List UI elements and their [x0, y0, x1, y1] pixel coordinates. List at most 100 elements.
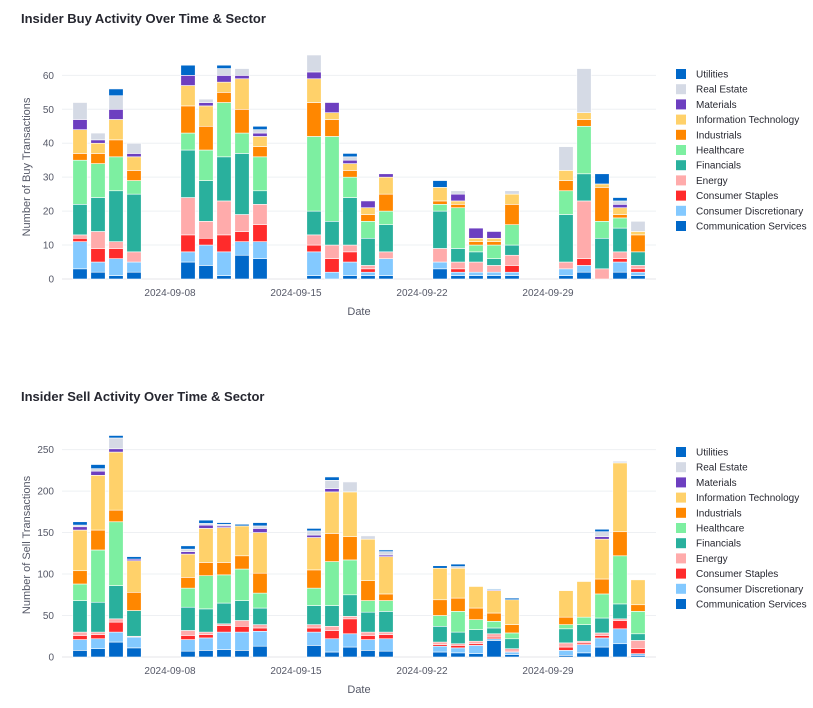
bar-energy[interactable]	[504, 254, 520, 266]
bar-utilities[interactable]	[432, 565, 448, 569]
bar-financials[interactable]	[630, 633, 646, 641]
bar-financials[interactable]	[468, 251, 484, 263]
bar-consumer-discretionary[interactable]	[180, 251, 196, 263]
bar-information-technology[interactable]	[360, 538, 376, 581]
bar-utilities[interactable]	[378, 549, 394, 552]
bar-materials[interactable]	[180, 551, 196, 555]
bar-consumer-staples[interactable]	[234, 626, 250, 633]
bar-consumer-staples[interactable]	[612, 258, 628, 263]
bar-industrials[interactable]	[630, 234, 646, 253]
bar-communication-services[interactable]	[468, 653, 484, 658]
bar-consumer-discretionary[interactable]	[378, 638, 394, 652]
bar-industrials[interactable]	[594, 187, 610, 222]
bar-information-technology[interactable]	[234, 78, 250, 110]
bar-healthcare[interactable]	[360, 600, 376, 613]
bar-consumer-discretionary[interactable]	[558, 650, 574, 656]
bar-consumer-staples[interactable]	[252, 627, 268, 632]
bar-communication-services[interactable]	[180, 650, 196, 658]
legend-swatch-industrials[interactable]	[676, 507, 686, 518]
bar-materials[interactable]	[108, 109, 124, 120]
bar-industrials[interactable]	[504, 204, 520, 225]
bar-industrials[interactable]	[486, 241, 502, 246]
bar-financials[interactable]	[360, 611, 376, 633]
bar-healthcare[interactable]	[342, 559, 358, 596]
legend-swatch-information-technology[interactable]	[676, 114, 686, 125]
bar-healthcare[interactable]	[306, 136, 322, 212]
bar-industrials[interactable]	[432, 599, 448, 616]
bar-materials[interactable]	[594, 536, 610, 540]
bar-energy[interactable]	[594, 268, 610, 280]
bar-consumer-discretionary[interactable]	[432, 261, 448, 270]
bar-consumer-discretionary[interactable]	[450, 271, 466, 276]
bar-energy[interactable]	[198, 221, 214, 239]
legend-swatch-utilities[interactable]	[676, 69, 686, 79]
bar-materials[interactable]	[360, 200, 376, 209]
bar-utilities[interactable]	[612, 197, 628, 202]
bar-energy[interactable]	[306, 234, 322, 246]
bar-financials[interactable]	[216, 602, 232, 625]
bar-information-technology[interactable]	[198, 105, 214, 127]
bar-consumer-staples[interactable]	[180, 234, 196, 253]
bar-energy[interactable]	[558, 261, 574, 270]
bar-financials[interactable]	[234, 600, 250, 621]
bar-information-technology[interactable]	[486, 590, 502, 614]
bar-financials[interactable]	[576, 624, 592, 642]
bar-industrials[interactable]	[504, 624, 520, 634]
bar-financials[interactable]	[72, 600, 88, 633]
bar-consumer-staples[interactable]	[630, 268, 646, 273]
bar-financials[interactable]	[108, 585, 124, 620]
bar-healthcare[interactable]	[216, 102, 232, 158]
bar-healthcare[interactable]	[72, 159, 88, 205]
bar-real-estate[interactable]	[72, 102, 88, 120]
bar-energy[interactable]	[216, 200, 232, 236]
legend-swatch-energy[interactable]	[676, 553, 686, 564]
bar-industrials[interactable]	[90, 153, 106, 164]
bar-consumer-discretionary[interactable]	[198, 637, 214, 651]
bar-communication-services[interactable]	[450, 275, 466, 280]
bar-consumer-discretionary[interactable]	[486, 271, 502, 276]
bar-consumer-staples[interactable]	[90, 634, 106, 640]
bar-information-technology[interactable]	[450, 567, 466, 599]
bar-consumer-staples[interactable]	[234, 231, 250, 242]
bar-utilities[interactable]	[216, 64, 232, 69]
bar-information-technology[interactable]	[198, 528, 214, 563]
bar-energy[interactable]	[72, 234, 88, 239]
bar-consumer-staples[interactable]	[198, 634, 214, 639]
bar-industrials[interactable]	[450, 204, 466, 209]
bar-industrials[interactable]	[72, 570, 88, 585]
bar-utilities[interactable]	[432, 180, 448, 188]
bar-consumer-staples[interactable]	[450, 268, 466, 273]
bar-real-estate[interactable]	[90, 132, 106, 141]
bar-industrials[interactable]	[216, 562, 232, 576]
bar-communication-services[interactable]	[216, 649, 232, 658]
bar-industrials[interactable]	[558, 180, 574, 192]
bar-financials[interactable]	[432, 626, 448, 643]
bar-energy[interactable]	[342, 244, 358, 253]
bar-materials[interactable]	[252, 132, 268, 137]
bar-real-estate[interactable]	[630, 221, 646, 232]
bar-financials[interactable]	[594, 617, 610, 634]
bar-consumer-staples[interactable]	[576, 258, 592, 266]
bar-consumer-staples[interactable]	[72, 635, 88, 640]
bar-materials[interactable]	[180, 75, 196, 86]
bar-materials[interactable]	[72, 526, 88, 531]
bar-financials[interactable]	[342, 594, 358, 617]
bar-financials[interactable]	[594, 237, 610, 270]
legend-label-consumer-staples[interactable]: Consumer Staples	[696, 569, 778, 580]
bar-industrials[interactable]	[234, 109, 250, 134]
bar-consumer-discretionary[interactable]	[180, 639, 196, 652]
bar-communication-services[interactable]	[504, 654, 520, 658]
bar-industrials[interactable]	[468, 607, 484, 620]
bar-healthcare[interactable]	[90, 163, 106, 198]
bar-financials[interactable]	[252, 190, 268, 205]
bar-information-technology[interactable]	[630, 231, 646, 236]
legend-label-healthcare[interactable]: Healthcare	[696, 146, 745, 157]
bar-energy[interactable]	[594, 632, 610, 636]
bar-industrials[interactable]	[216, 92, 232, 103]
bar-communication-services[interactable]	[198, 265, 214, 280]
bar-industrials[interactable]	[468, 241, 484, 246]
legend-swatch-consumer-staples[interactable]	[676, 568, 686, 579]
bar-information-technology[interactable]	[468, 586, 484, 609]
bar-real-estate[interactable]	[306, 530, 322, 536]
bar-communication-services[interactable]	[216, 275, 232, 280]
